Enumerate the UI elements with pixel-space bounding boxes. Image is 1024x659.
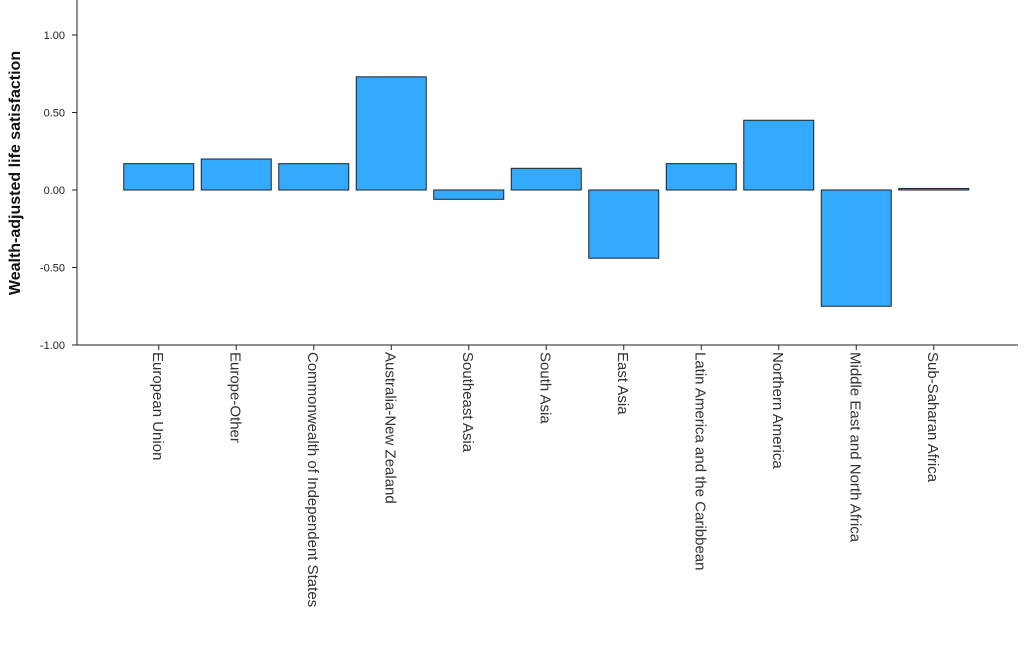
category-labels: European Union Europe-Other Commonwealth o… <box>149 352 941 607</box>
bar <box>898 187 970 191</box>
y-axis-title: Wealth-adjusted life satisfaction <box>7 51 24 295</box>
x-tick-label: European Union <box>149 352 166 460</box>
bar <box>433 189 505 200</box>
bar <box>123 163 195 191</box>
x-tick-label: Sub-Saharan Africa <box>924 352 941 483</box>
y-tick-label: -0.50 <box>40 263 65 275</box>
x-tick-label: Middle East and North Africa <box>846 352 863 543</box>
bar <box>665 163 737 191</box>
x-tick-label: South Asia <box>536 352 553 424</box>
bar <box>355 76 427 191</box>
bars <box>123 76 970 307</box>
x-tick-label: Latin America and the Caribbean <box>691 352 708 570</box>
y-tick-label: 0.00 <box>44 185 65 197</box>
bar <box>820 189 892 307</box>
bar <box>588 189 660 259</box>
x-axis <box>77 344 1018 350</box>
y-tick-label: 1.00 <box>44 30 65 42</box>
x-tick-label: Australia-New Zealand <box>381 352 398 504</box>
y-tick-label: 0.50 <box>44 108 65 120</box>
x-tick-label: Europe-Other <box>226 352 243 443</box>
bar <box>200 158 272 191</box>
x-tick-label: East Asia <box>614 352 631 415</box>
bar <box>510 167 582 191</box>
y-tick-label: -1.00 <box>40 340 65 352</box>
bar <box>743 119 815 191</box>
bar <box>278 163 350 191</box>
x-tick-label: Northern America <box>769 352 786 469</box>
y-axis: -1.00 -0.50 0.00 0.50 1.00 <box>40 0 78 352</box>
x-tick-label: Commonwealth of Independent States <box>304 352 321 607</box>
x-tick-label: Southeast Asia <box>459 352 476 453</box>
